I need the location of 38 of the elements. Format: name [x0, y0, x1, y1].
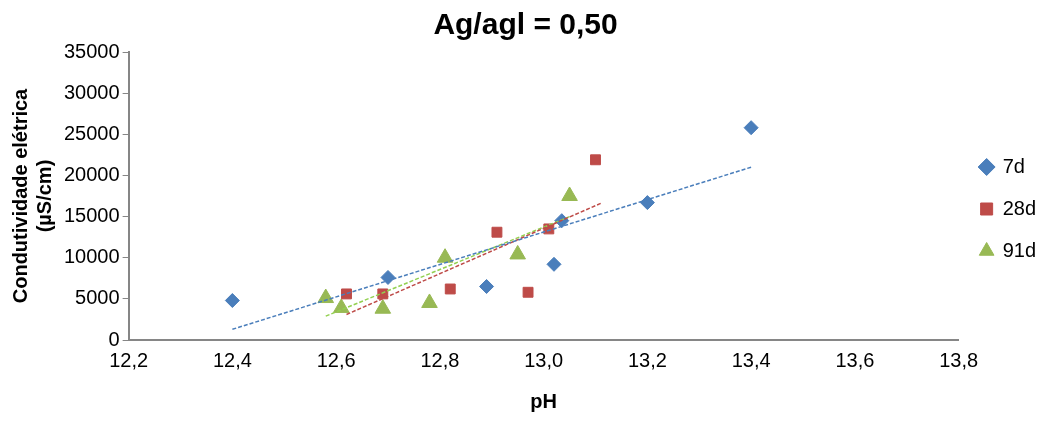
- x-tick-label: 12,2: [109, 348, 149, 371]
- point: [522, 286, 534, 298]
- point: [479, 279, 495, 295]
- point: [590, 154, 601, 166]
- point: [436, 248, 454, 263]
- x-tick-label: 12,4: [212, 348, 252, 371]
- y-tick-label: 0: [108, 327, 120, 350]
- legend-label: 91d: [1002, 238, 1037, 261]
- x-tick-label: 13,4: [731, 348, 771, 371]
- point: [421, 293, 438, 308]
- y-tick-label: 35000: [63, 39, 120, 62]
- point: [341, 288, 352, 300]
- y-tick-label: 20000: [63, 162, 120, 185]
- legend-label: 7d: [1002, 154, 1025, 177]
- point: [639, 195, 655, 211]
- point: [546, 256, 562, 272]
- point: [380, 269, 396, 285]
- y-tick-label: 5000: [75, 286, 120, 309]
- x-tick-label: 12,6: [316, 348, 356, 371]
- x-tick-label: 13,0: [524, 348, 564, 371]
- y-tick-label: 25000: [63, 121, 120, 144]
- legend-label: 28d: [1002, 196, 1037, 219]
- point: [374, 299, 392, 314]
- x-tick-label: 13,8: [939, 348, 979, 371]
- y-axis-title: Condutividade elétrica (µS/cm): [8, 87, 55, 304]
- point: [224, 293, 240, 308]
- x-tick-label: 12,8: [420, 348, 460, 371]
- point: [444, 283, 456, 295]
- point: [509, 244, 526, 260]
- point: [743, 120, 759, 136]
- y-tick-label: 30000: [63, 80, 120, 103]
- y-tick-label: 10000: [63, 245, 120, 268]
- x-tick-label: 13,6: [835, 348, 875, 371]
- point: [491, 226, 503, 238]
- x-axis-title: pH: [530, 389, 557, 412]
- chart-title: Ag/agl = 0,50: [433, 7, 618, 41]
- y-tick-label: 15000: [63, 204, 120, 227]
- x-tick-label: 13,2: [627, 348, 667, 371]
